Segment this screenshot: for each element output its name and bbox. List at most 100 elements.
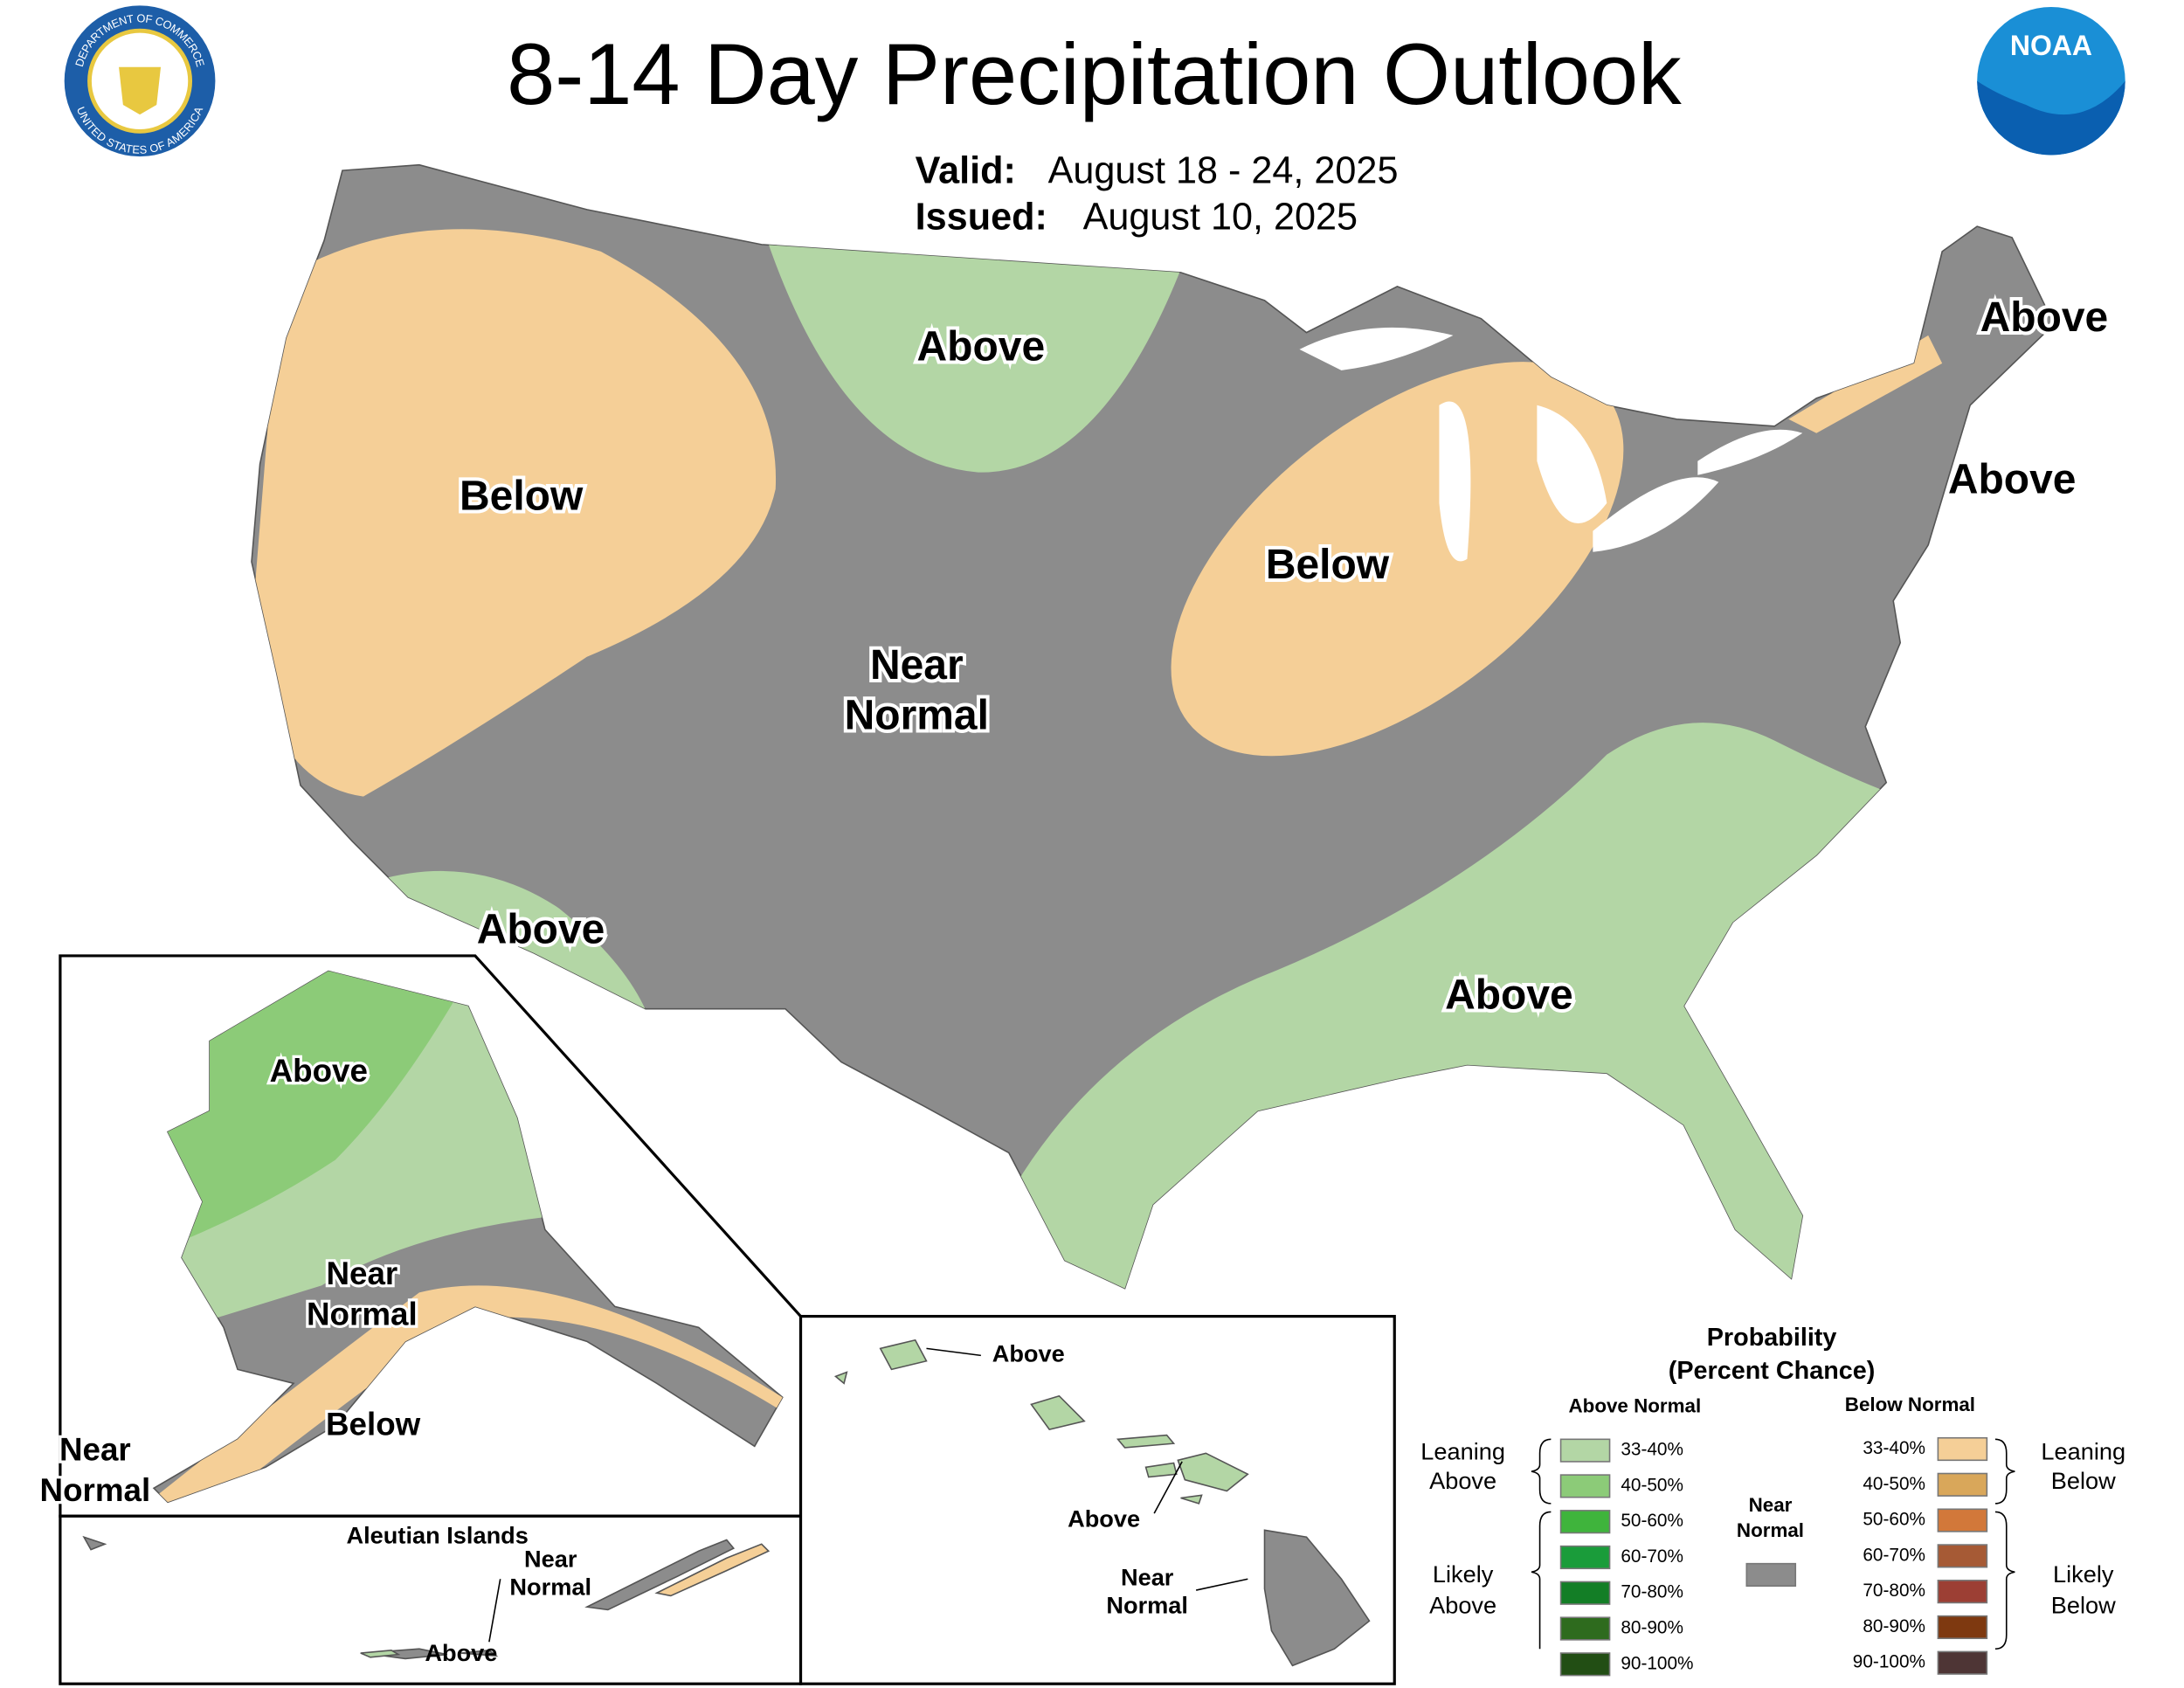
seal-shield: [119, 66, 162, 115]
legend-range: 50-60%: [1863, 1510, 1925, 1530]
legend-swatch: [1745, 1562, 1797, 1588]
map-label: Normal: [307, 1296, 418, 1332]
legend-range: 33-40%: [1621, 1440, 1683, 1460]
legend-swatch: [1559, 1510, 1611, 1534]
legend-swatch: [1937, 1508, 1988, 1532]
legend-group: Above: [1429, 1591, 1496, 1618]
legend-swatch: [1559, 1438, 1611, 1463]
legend-range: 50-60%: [1621, 1511, 1683, 1531]
map-label: Above: [917, 324, 1046, 370]
legend-near: Near: [1749, 1494, 1793, 1516]
valid-dates: August 18 - 24, 2025: [1048, 150, 1399, 192]
islands: [82, 1535, 736, 1660]
map-label: Near: [1121, 1563, 1174, 1590]
map-label: Below: [1266, 542, 1390, 588]
map-label: Above: [1068, 1505, 1140, 1532]
legend-brace: [1531, 1438, 2015, 1650]
legend-group: Below: [2051, 1467, 2116, 1494]
map-label: Normal: [509, 1574, 591, 1601]
legend-swatch: [1937, 1544, 1988, 1568]
aleutian-inset: Aleutian Islands Near Normal Above: [59, 1514, 803, 1685]
island: [1263, 1529, 1371, 1667]
legend-swatch: [1559, 1545, 1611, 1570]
map-label: Above: [1980, 294, 2109, 341]
legend-header: Above Normal: [1568, 1394, 1701, 1416]
legend-swatch: [1937, 1650, 1988, 1675]
map-label: Normal: [40, 1472, 151, 1508]
leader-line: [1153, 1461, 1183, 1514]
map-label: Near: [524, 1546, 577, 1573]
legend-range: 80-90%: [1621, 1618, 1683, 1638]
header: 8-14 Day Precipitation Outlook Valid: Au…: [507, 26, 1682, 239]
great-lakes: [1299, 327, 1803, 562]
legend-group: Leaning: [2041, 1437, 2125, 1464]
legend-range: 90-100%: [1621, 1653, 1693, 1673]
issued-label: Issued:: [916, 197, 1047, 239]
leader-line: [926, 1347, 981, 1357]
alaska-inset: Above Near Normal Below Near Normal: [37, 954, 803, 1518]
legend-swatch: [1937, 1472, 1988, 1497]
map-label: Below: [326, 1407, 421, 1442]
map-label: Above: [1948, 456, 2077, 502]
map-label: Above: [477, 906, 605, 952]
leader-line: [488, 1579, 501, 1643]
legend-range: 60-70%: [1621, 1546, 1683, 1567]
map-label: Above: [1445, 972, 1573, 1019]
legend-group: Likely: [2053, 1560, 2114, 1588]
below-region: [1171, 362, 1624, 757]
conus-labels: Below Above Above Above Below Near Norma…: [456, 291, 2111, 1022]
below-region: [154, 1285, 783, 1503]
map-label: Near: [59, 1431, 131, 1467]
leader-line: [1195, 1578, 1248, 1591]
map-label: Normal: [1106, 1591, 1188, 1618]
map-label: Above: [992, 1340, 1065, 1367]
legend-group: Below: [2051, 1591, 2116, 1618]
above-region: [360, 1649, 401, 1658]
legend-range: 70-80%: [1621, 1582, 1683, 1602]
commerce-seal: DEPARTMENT OF COMMERCE UNITED STATES OF …: [64, 5, 216, 156]
legend-group: Leaning: [1420, 1437, 1505, 1464]
hawaii-inset: Above Above Near Normal: [798, 1314, 1396, 1685]
map-label: Below: [460, 474, 584, 520]
below-region: [251, 229, 777, 797]
noaa-logo: NOAA: [1977, 6, 2125, 156]
above-region: [154, 971, 475, 1258]
island: [833, 1339, 928, 1385]
island: [1030, 1394, 1249, 1505]
legend-swatch: [1559, 1581, 1611, 1605]
legend-swatch: [1937, 1436, 1988, 1462]
legend-group: Above: [1429, 1467, 1496, 1494]
legend-group: Likely: [1433, 1560, 1494, 1588]
valid-label: Valid:: [916, 150, 1016, 192]
map-label: Near: [326, 1256, 397, 1291]
below-region: [654, 1543, 771, 1597]
inset-title: Aleutian Islands: [347, 1521, 529, 1548]
map-label: Near: [870, 642, 964, 688]
noaa-wave: [1977, 80, 2125, 156]
legend-range: 90-100%: [1853, 1652, 1925, 1672]
legend-near: Normal: [1737, 1519, 1804, 1541]
legend-swatch: [1559, 1652, 1611, 1677]
map-label: Normal: [845, 693, 989, 739]
noaa-text: NOAA: [2010, 30, 2092, 61]
title: 8-14 Day Precipitation Outlook: [507, 26, 1682, 123]
legend-header: Below Normal: [1845, 1394, 1975, 1415]
legend: Probability (Percent Chance) Above Norma…: [1420, 1324, 2125, 1677]
map-label: Above: [425, 1639, 497, 1666]
legend-title: Probability: [1707, 1324, 1837, 1352]
legend-range: 60-70%: [1863, 1545, 1925, 1565]
map-label: Above: [270, 1053, 368, 1089]
legend-swatch: [1559, 1616, 1611, 1641]
legend-range: 80-90%: [1863, 1616, 1925, 1636]
legend-range: 40-50%: [1863, 1474, 1925, 1494]
legend-range: 70-80%: [1863, 1581, 1925, 1601]
above-region: [761, 223, 1188, 473]
issued-date: August 10, 2025: [1083, 197, 1358, 239]
legend-swatch: [1937, 1580, 1988, 1604]
legend-range: 33-40%: [1863, 1438, 1925, 1458]
legend-swatch: [1559, 1474, 1611, 1498]
legend-swatch: [1937, 1615, 1988, 1640]
legend-title: (Percent Chance): [1669, 1357, 1876, 1385]
